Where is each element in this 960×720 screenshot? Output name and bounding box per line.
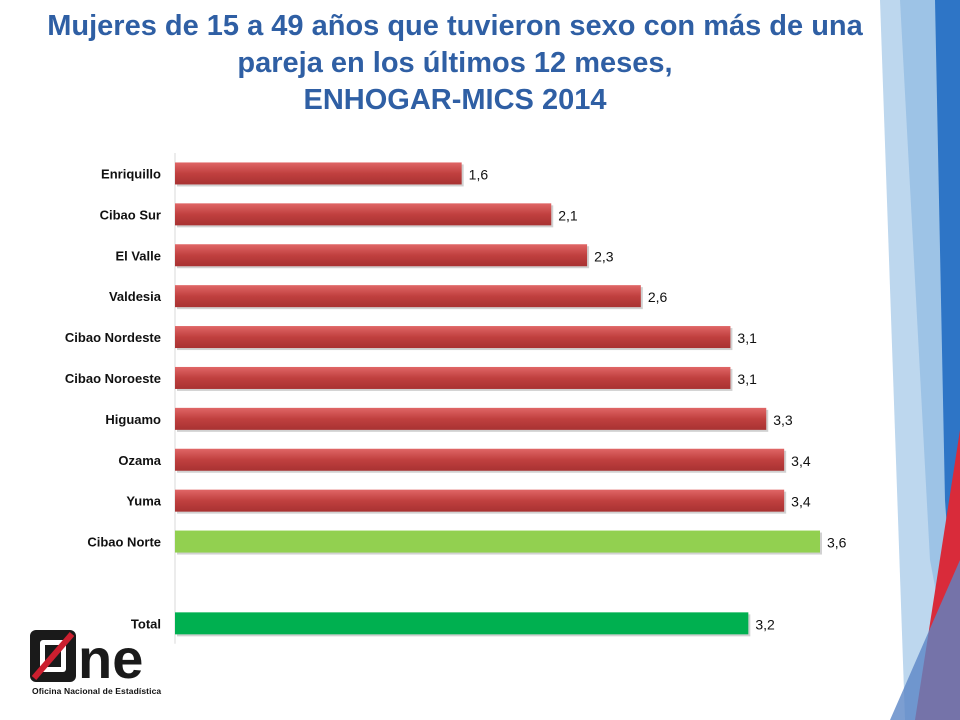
logo-subtitle: Oficina Nacional de Estadística (32, 686, 162, 696)
title-line-2: pareja en los últimos 12 meses, (237, 47, 673, 79)
bar (175, 407, 767, 430)
bar (175, 612, 749, 635)
category-label: Yuma (126, 494, 161, 509)
bar (175, 203, 552, 226)
bar (175, 530, 820, 553)
data-label: 2,3 (594, 248, 614, 264)
one-logo: ne Oficina Nacional de Estadística (30, 628, 175, 698)
title-line-1: Mujeres de 15 a 49 años que tuvieron sex… (47, 10, 863, 42)
bar (175, 326, 731, 349)
deco-navy-band (890, 560, 960, 720)
category-label: Cibao Norte (87, 535, 161, 550)
data-label: 3,2 (755, 616, 775, 632)
bar (175, 285, 641, 308)
category-label: El Valle (115, 248, 161, 263)
data-label: 3,4 (791, 494, 811, 510)
bar (175, 244, 588, 267)
title-line-3: ENHOGAR-MICS 2014 (303, 84, 607, 116)
category-label: Cibao Noroeste (65, 371, 161, 386)
bar (175, 162, 462, 185)
data-label: 3,3 (773, 412, 793, 428)
data-label: 3,4 (791, 453, 811, 469)
data-label: 3,1 (737, 371, 757, 387)
category-label: Ozama (118, 453, 161, 468)
data-label: 3,6 (827, 535, 847, 551)
category-label: Total (131, 616, 161, 631)
logo-mark-text: ne (78, 628, 143, 684)
bar (175, 366, 731, 389)
data-label: 2,6 (648, 289, 668, 305)
data-label: 3,1 (737, 330, 757, 346)
logo-mark-icon: ne (30, 628, 143, 684)
category-label: Cibao Sur (100, 207, 161, 222)
category-label: Enriquillo (101, 166, 161, 181)
bar (175, 448, 785, 471)
category-label: Higuamo (105, 412, 161, 427)
data-label: 2,1 (558, 207, 578, 223)
category-label: Cibao Nordeste (65, 330, 161, 345)
bar (175, 489, 785, 512)
data-label: 1,6 (469, 166, 489, 182)
slide-title: Mujeres de 15 a 49 años que tuvieron sex… (0, 8, 910, 119)
category-label: Valdesia (109, 289, 162, 304)
